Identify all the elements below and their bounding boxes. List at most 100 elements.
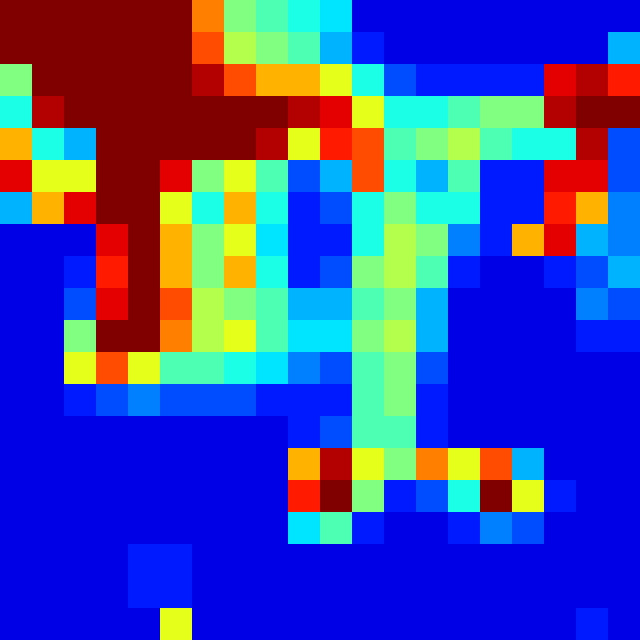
heat-cell	[96, 352, 129, 385]
heat-cell	[352, 224, 385, 257]
heat-cell	[544, 480, 577, 513]
heat-cell	[288, 64, 321, 97]
heat-cell	[576, 256, 609, 289]
heat-cell	[480, 128, 513, 161]
heat-cell	[416, 544, 449, 577]
heat-cell	[224, 64, 257, 97]
heat-cell	[64, 448, 97, 481]
heat-cell	[320, 320, 353, 353]
heat-cell	[32, 160, 65, 193]
heat-cell	[480, 416, 513, 449]
heat-cell	[64, 320, 97, 353]
heat-cell	[384, 192, 417, 225]
heat-cell	[288, 544, 321, 577]
heat-cell	[608, 480, 640, 513]
heat-cell	[256, 544, 289, 577]
heat-cell	[480, 96, 513, 129]
heat-cell	[288, 288, 321, 321]
heat-cell	[544, 512, 577, 545]
heat-cell	[128, 512, 161, 545]
heat-cell	[416, 512, 449, 545]
heat-cell	[544, 128, 577, 161]
heat-cell	[192, 512, 225, 545]
heat-cell	[96, 288, 129, 321]
heat-cell	[480, 544, 513, 577]
heat-cell	[32, 288, 65, 321]
heat-cell	[608, 96, 640, 129]
heat-cell	[384, 256, 417, 289]
heat-cell	[352, 96, 385, 129]
heat-cell	[320, 416, 353, 449]
heat-cell	[448, 448, 481, 481]
heat-cell	[128, 192, 161, 225]
heat-cell	[160, 192, 193, 225]
heat-cell	[160, 224, 193, 257]
heat-cell	[576, 64, 609, 97]
heat-cell	[384, 96, 417, 129]
heat-cell	[288, 512, 321, 545]
heat-cell	[576, 352, 609, 385]
heat-cell	[576, 224, 609, 257]
heat-cell	[96, 0, 129, 33]
heat-cell	[192, 608, 225, 640]
heat-cell	[256, 608, 289, 640]
heat-cell	[512, 224, 545, 257]
heat-cell	[32, 480, 65, 513]
heat-cell	[544, 384, 577, 417]
heat-cell	[224, 576, 257, 609]
heat-cell	[544, 192, 577, 225]
heat-cell	[576, 288, 609, 321]
heat-cell	[224, 224, 257, 257]
heat-cell	[576, 32, 609, 65]
heat-cell	[64, 416, 97, 449]
heat-cell	[32, 224, 65, 257]
heat-cell	[256, 64, 289, 97]
heat-cell	[608, 128, 640, 161]
heat-cell	[448, 128, 481, 161]
heat-cell	[608, 224, 640, 257]
heat-cell	[512, 256, 545, 289]
heat-cell	[256, 96, 289, 129]
heat-cell	[256, 256, 289, 289]
heat-cell	[96, 608, 129, 640]
heat-cell	[448, 384, 481, 417]
heat-cell	[320, 0, 353, 33]
heat-cell	[544, 96, 577, 129]
heat-cell	[224, 320, 257, 353]
heat-cell	[608, 416, 640, 449]
heat-cell	[320, 480, 353, 513]
heat-cell	[160, 32, 193, 65]
heat-cell	[352, 512, 385, 545]
heat-cell	[416, 320, 449, 353]
heat-cell	[512, 384, 545, 417]
heat-cell	[0, 96, 33, 129]
heat-cell	[544, 320, 577, 353]
heat-cell	[64, 32, 97, 65]
heat-cell	[416, 0, 449, 33]
heat-cell	[608, 608, 640, 640]
heat-cell	[544, 544, 577, 577]
heat-cell	[416, 352, 449, 385]
heat-cell	[128, 384, 161, 417]
heat-cell	[576, 448, 609, 481]
heat-cell	[544, 608, 577, 640]
heat-cell	[224, 352, 257, 385]
heat-cell	[576, 160, 609, 193]
heat-cell	[32, 384, 65, 417]
heat-cell	[32, 544, 65, 577]
heat-cell	[224, 32, 257, 65]
heat-cell	[448, 352, 481, 385]
heat-cell	[384, 448, 417, 481]
heat-cell	[128, 448, 161, 481]
heat-cell	[288, 320, 321, 353]
heat-cell	[0, 32, 33, 65]
heat-cell	[512, 416, 545, 449]
heat-cell	[576, 608, 609, 640]
heat-cell	[224, 608, 257, 640]
heat-cell	[64, 96, 97, 129]
heat-cell	[320, 64, 353, 97]
heat-cell	[608, 576, 640, 609]
heat-cell	[576, 416, 609, 449]
heat-cell	[608, 448, 640, 481]
heat-cell	[576, 0, 609, 33]
